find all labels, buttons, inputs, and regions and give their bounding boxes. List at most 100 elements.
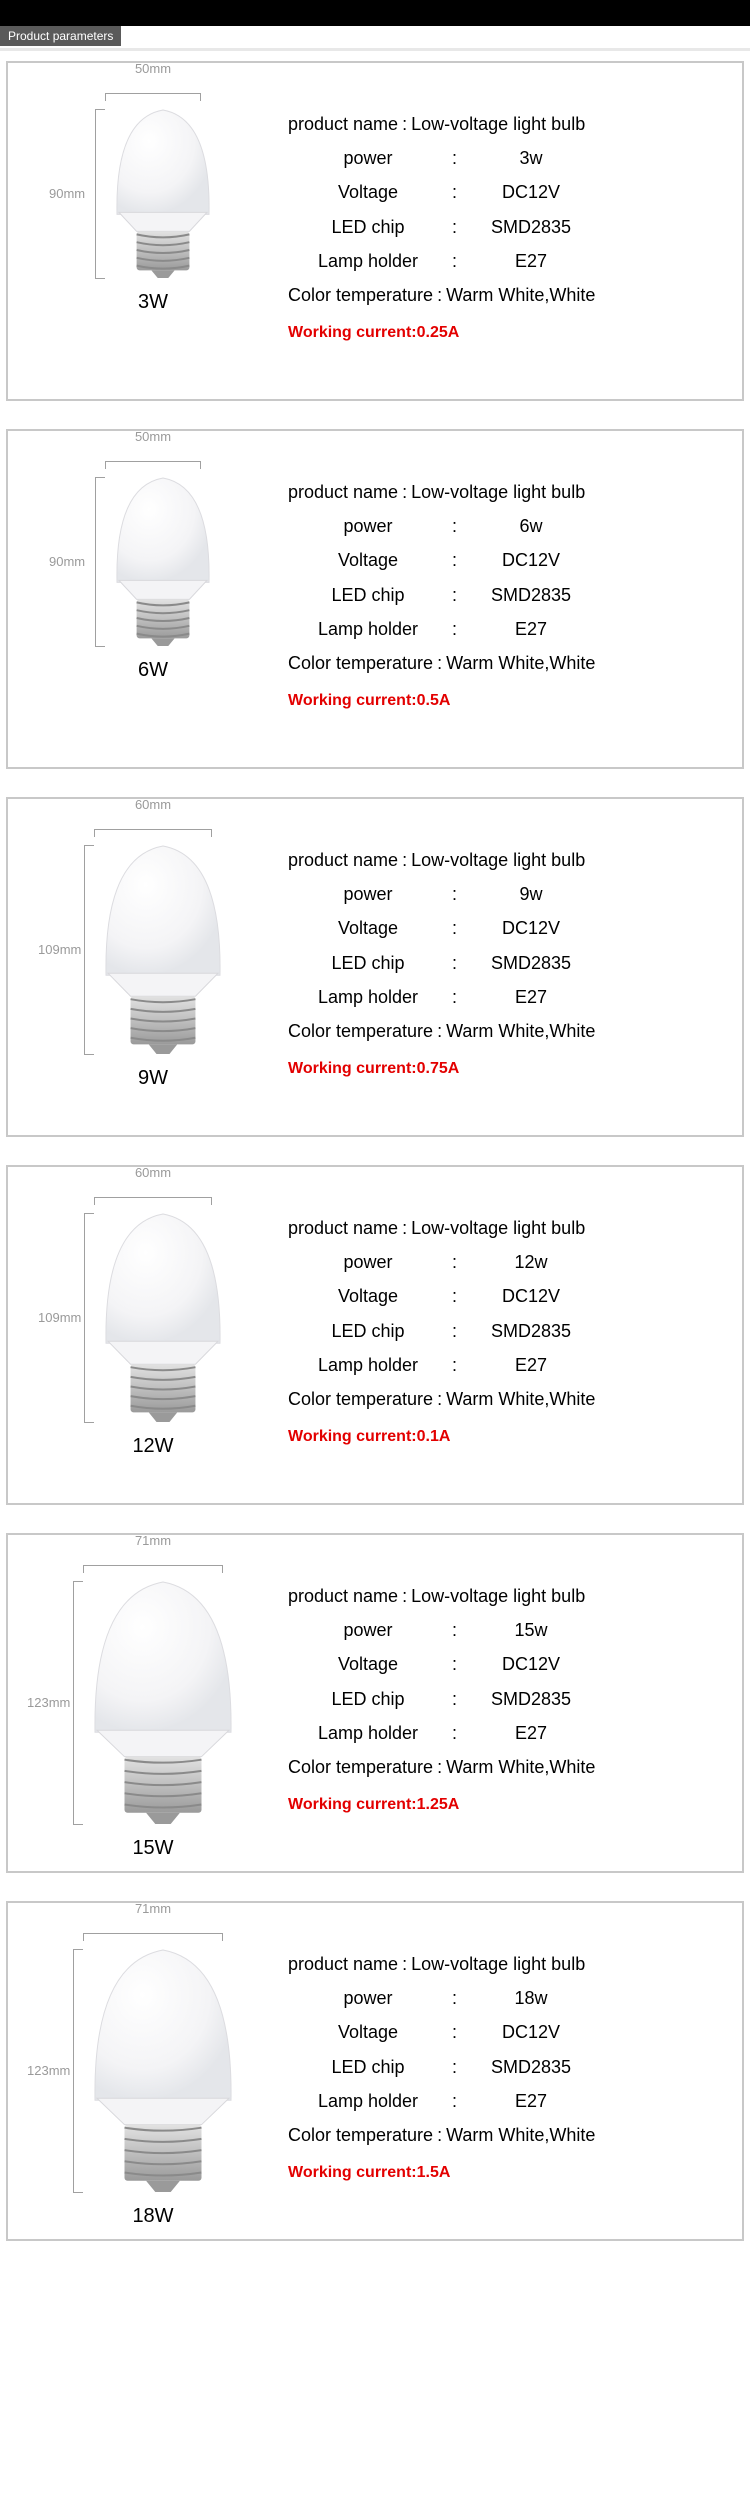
spec-val: SMD2835	[461, 1682, 601, 1716]
spec-key: product name	[288, 1211, 398, 1245]
width-dimension: 71mm	[83, 1917, 223, 1941]
spec-list: product name:Low-voltage light bulb powe…	[288, 445, 732, 717]
power-label: 9W	[138, 1067, 168, 1090]
bulb-icon	[93, 1949, 233, 2193]
height-dimension: 90mm	[95, 477, 105, 647]
spec-row: Lamp holder:E27	[288, 980, 732, 1014]
spec-key: Voltage	[288, 911, 448, 945]
height-label: 109mm	[38, 942, 81, 957]
spec-row: Color temperature:Warm White,White	[288, 1382, 732, 1416]
working-current: Working current:0.25A	[288, 318, 732, 348]
working-current-key: Working current	[288, 1796, 411, 1813]
spec-val: Warm White,White	[446, 1382, 595, 1416]
bulb-wrap	[93, 1949, 233, 2193]
height-label: 123mm	[27, 2063, 70, 2078]
height-dimension: 90mm	[95, 109, 105, 279]
spec-key: LED chip	[288, 946, 448, 980]
product-card: 71mm 123mm	[6, 1533, 744, 1873]
width-dimension: 50mm	[105, 77, 201, 101]
spec-row: LED chip:SMD2835	[288, 946, 732, 980]
power-label: 15W	[132, 1837, 173, 1860]
spec-val: Warm White,White	[446, 1014, 595, 1048]
spec-val: E27	[461, 980, 601, 1014]
spec-row: product name:Low-voltage light bulb	[288, 843, 732, 877]
bulb-icon	[93, 1581, 233, 1825]
bulb-diagram: 50mm 90mm	[18, 77, 288, 314]
height-dimension: 123mm	[73, 1949, 83, 2193]
power-label: 18W	[132, 2205, 173, 2228]
top-black-bar	[0, 0, 750, 26]
spec-row: product name:Low-voltage light bulb	[288, 1947, 732, 1981]
spec-key: product name	[288, 1947, 398, 1981]
product-card: 50mm 90mm	[6, 429, 744, 769]
spec-row: Lamp holder:E27	[288, 1716, 732, 1750]
spec-row: Lamp holder:E27	[288, 612, 732, 646]
spec-val: Low-voltage light bulb	[411, 843, 585, 877]
height-label: 109mm	[38, 1310, 81, 1325]
section-header-badge: Product parameters	[0, 26, 121, 46]
working-current: Working current:1.25A	[288, 1790, 732, 1820]
width-dimension: 50mm	[105, 445, 201, 469]
spec-val: SMD2835	[461, 578, 601, 612]
spec-row: power:6w	[288, 509, 732, 543]
spec-val: 3w	[461, 141, 601, 175]
spec-val: E27	[461, 1716, 601, 1750]
working-current-key: Working current	[288, 324, 411, 341]
working-current-val: 0.25A	[417, 324, 460, 341]
spec-key: product name	[288, 1579, 398, 1613]
spec-row: Voltage:DC12V	[288, 175, 732, 209]
spec-val: Warm White,White	[446, 2118, 595, 2152]
spec-val: Warm White,White	[446, 646, 595, 680]
spec-val: DC12V	[461, 911, 601, 945]
spec-val: Warm White,White	[446, 278, 595, 312]
working-current-val: 0.75A	[417, 1060, 460, 1077]
spec-key: Voltage	[288, 543, 448, 577]
spec-row: Voltage:DC12V	[288, 1647, 732, 1681]
spec-val: DC12V	[461, 175, 601, 209]
spec-val: Low-voltage light bulb	[411, 475, 585, 509]
spec-key: LED chip	[288, 1682, 448, 1716]
spec-key: power	[288, 1981, 448, 2015]
spec-key: LED chip	[288, 1314, 448, 1348]
bulb-icon	[115, 109, 211, 279]
header-divider	[0, 48, 750, 51]
spec-val: Low-voltage light bulb	[411, 1947, 585, 1981]
spec-list: product name:Low-voltage light bulb powe…	[288, 77, 732, 349]
height-dimension: 109mm	[84, 1213, 94, 1423]
spec-list: product name:Low-voltage light bulb powe…	[288, 1549, 732, 1821]
spec-row: Color temperature:Warm White,White	[288, 646, 732, 680]
spec-key: LED chip	[288, 2050, 448, 2084]
spec-row: Color temperature:Warm White,White	[288, 2118, 732, 2152]
spec-row: power:9w	[288, 877, 732, 911]
spec-list: product name:Low-voltage light bulb powe…	[288, 1181, 732, 1453]
spec-key: LED chip	[288, 210, 448, 244]
working-current: Working current:0.5A	[288, 686, 732, 716]
spec-val: DC12V	[461, 1279, 601, 1313]
power-label: 3W	[138, 291, 168, 314]
spec-row: Lamp holder:E27	[288, 244, 732, 278]
height-label: 90mm	[49, 186, 85, 201]
width-dimension: 71mm	[83, 1549, 223, 1573]
product-card: 71mm 123mm	[6, 1901, 744, 2241]
spec-val: DC12V	[461, 543, 601, 577]
bulb-diagram: 50mm 90mm	[18, 445, 288, 682]
height-label: 123mm	[27, 1695, 70, 1710]
spec-row: Voltage:DC12V	[288, 1279, 732, 1313]
spec-row: Voltage:DC12V	[288, 911, 732, 945]
spec-row: power:15w	[288, 1613, 732, 1647]
spec-key: power	[288, 877, 448, 911]
working-current-key: Working current	[288, 1428, 411, 1445]
spec-val: 15w	[461, 1613, 601, 1647]
spec-row: power:18w	[288, 1981, 732, 2015]
bulb-wrap	[104, 1213, 222, 1423]
spec-row: power:12w	[288, 1245, 732, 1279]
spec-row: LED chip:SMD2835	[288, 2050, 732, 2084]
spec-val: Low-voltage light bulb	[411, 1579, 585, 1613]
spec-list: product name:Low-voltage light bulb powe…	[288, 1917, 732, 2189]
spec-row: LED chip:SMD2835	[288, 210, 732, 244]
spec-key: Voltage	[288, 2015, 448, 2049]
width-label: 71mm	[135, 1901, 171, 1916]
spec-val: DC12V	[461, 1647, 601, 1681]
spec-row: Color temperature:Warm White,White	[288, 278, 732, 312]
spec-key: Color temperature	[288, 2118, 433, 2152]
